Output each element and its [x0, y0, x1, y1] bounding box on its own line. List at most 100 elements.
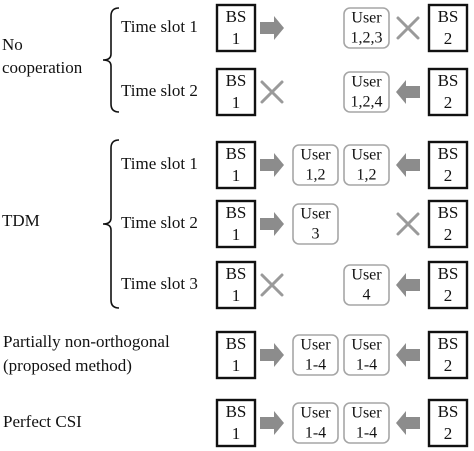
- group-label-no-cooperation-line1: No: [2, 35, 23, 54]
- brace-tdm: [102, 139, 120, 309]
- row-7-user-right-label: User: [351, 405, 382, 422]
- row-4-bs2-box: [427, 199, 469, 249]
- row-7-bs1-box: [215, 398, 257, 448]
- row-3-bs1-box: [215, 140, 257, 190]
- row-5-bs2-index: 2: [444, 286, 453, 305]
- row-6-bs2-label: BS: [438, 334, 459, 353]
- row-7-bs2-box: [427, 398, 469, 448]
- row-2-user-right-ids: 1,2,4: [351, 94, 383, 111]
- row-2-bs2-label: BS: [438, 71, 459, 90]
- row-4-user-left-box: [292, 203, 339, 245]
- group-label-no-cooperation-line2: cooperation: [2, 58, 83, 77]
- row-2-bs2-box: [427, 67, 469, 117]
- row-4-time-slot-label: Time slot 2: [121, 213, 198, 232]
- row-7-left-arrow-icon: [396, 411, 420, 435]
- row-1-time-slot-label: Time slot 1: [121, 17, 198, 36]
- row-6-scheme-label-line1: Partially non-orthogonal: [3, 332, 170, 351]
- row-5-bs2-box: [427, 260, 469, 310]
- row-2-time-slot-label: Time slot 2: [121, 81, 198, 100]
- row-6-bs1-index: 1: [232, 356, 241, 375]
- row-1-bs1-label: BS: [226, 7, 247, 26]
- row-2-user-right-box: [343, 71, 390, 113]
- row-6-right-arrow-icon: [260, 343, 284, 367]
- row-2-left-arrow-icon: [396, 80, 420, 104]
- row-7-user-right-ids: 1-4: [356, 425, 377, 442]
- row-3-time-slot-label: Time slot 1: [121, 154, 198, 173]
- row-1-bs2-box: [427, 3, 469, 53]
- row-5-user-right-box: [343, 264, 390, 306]
- row-2-bs1-box: [215, 67, 257, 117]
- row-1-bs1-box: [215, 3, 257, 53]
- row-7-bs2-index: 2: [444, 424, 453, 443]
- row-3-bs1-index: 1: [232, 166, 241, 185]
- row-5-time-slot-label: Time slot 3: [121, 274, 198, 293]
- row-7-bs2-label: BS: [438, 402, 459, 421]
- row-7-user-left-ids: 1-4: [305, 425, 326, 442]
- row-2-user-right-label: User: [351, 74, 382, 91]
- row-1-user-right-ids: 1,2,3: [351, 30, 383, 47]
- row-3-user-left-ids: 1,2: [306, 167, 326, 184]
- row-7-bs1-label: BS: [226, 402, 247, 421]
- row-6-user-left-ids: 1-4: [305, 357, 326, 374]
- row-3-right-arrow-icon: [260, 153, 284, 177]
- row-6-bs2-index: 2: [444, 356, 453, 375]
- row-3-user-right-ids: 1,2: [357, 167, 377, 184]
- row-3-bs2-label: BS: [438, 144, 459, 163]
- row-3-bs2-box: [427, 140, 469, 190]
- row-1-right-arrow-icon: [260, 16, 284, 40]
- row-7-right-arrow-icon: [260, 411, 284, 435]
- row-7-user-left-box: [292, 402, 339, 444]
- row-2-left-cross-icon: [260, 80, 284, 104]
- row-2-bs1-index: 1: [232, 93, 241, 112]
- row-4-bs2-label: BS: [438, 203, 459, 222]
- row-3-user-left-label: User: [300, 147, 331, 164]
- row-5-bs1-index: 1: [232, 286, 241, 305]
- row-6-user-right-box: [343, 334, 390, 376]
- row-5-left-cross-icon: [260, 273, 284, 297]
- row-4-bs1-index: 1: [232, 225, 241, 244]
- row-5-bs1-box: [215, 260, 257, 310]
- row-6-user-right-label: User: [351, 337, 382, 354]
- row-3-user-left-box: [292, 144, 339, 186]
- row-6-bs2-box: [427, 330, 469, 380]
- row-5-bs2-label: BS: [438, 264, 459, 283]
- brace-no-cooperation: [102, 7, 120, 113]
- row-4-bs1-label: BS: [226, 203, 247, 222]
- row-2-bs2-index: 2: [444, 93, 453, 112]
- row-1-bs1-index: 1: [232, 29, 241, 48]
- row-7-scheme-label: Perfect CSI: [3, 412, 82, 431]
- row-6-bs1-box: [215, 330, 257, 380]
- row-6-user-left-box: [292, 334, 339, 376]
- row-1-right-cross-icon: [396, 16, 420, 40]
- row-5-bs1-label: BS: [226, 264, 247, 283]
- row-1-bs2-index: 2: [444, 29, 453, 48]
- row-6-bs1-label: BS: [226, 334, 247, 353]
- row-3-bs1-label: BS: [226, 144, 247, 163]
- row-4-right-cross-icon: [396, 212, 420, 236]
- row-4-right-arrow-icon: [260, 212, 284, 236]
- row-6-left-arrow-icon: [396, 343, 420, 367]
- row-7-user-right-box: [343, 402, 390, 444]
- row-7-bs1-index: 1: [232, 424, 241, 443]
- row-6-user-left-label: User: [300, 337, 331, 354]
- row-4-bs2-index: 2: [444, 225, 453, 244]
- row-6-user-right-ids: 1-4: [356, 357, 377, 374]
- group-label-tdm: TDM: [2, 211, 40, 230]
- row-3-user-right-box: [343, 144, 390, 186]
- row-3-bs2-index: 2: [444, 166, 453, 185]
- row-7-user-left-label: User: [300, 405, 331, 422]
- row-5-left-arrow-icon: [396, 273, 420, 297]
- row-1-bs2-label: BS: [438, 7, 459, 26]
- row-3-left-arrow-icon: [396, 153, 420, 177]
- row-3-user-right-label: User: [351, 147, 382, 164]
- row-5-user-right-ids: 4: [363, 287, 371, 304]
- row-4-user-left-label: User: [300, 206, 331, 223]
- row-4-user-left-ids: 3: [312, 226, 320, 243]
- row-2-bs1-label: BS: [226, 71, 247, 90]
- row-5-user-right-label: User: [351, 267, 382, 284]
- row-1-user-right-box: [343, 7, 390, 49]
- row-1-user-right-label: User: [351, 10, 382, 27]
- row-6-scheme-label-line2: (proposed method): [3, 356, 132, 375]
